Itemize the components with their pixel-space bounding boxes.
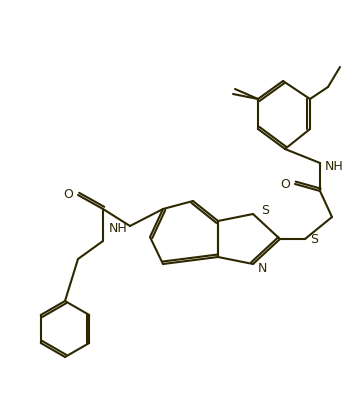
Text: N: N xyxy=(258,261,267,274)
Text: NH: NH xyxy=(108,222,127,235)
Text: S: S xyxy=(310,233,318,246)
Text: O: O xyxy=(280,178,290,191)
Text: S: S xyxy=(261,203,269,216)
Text: O: O xyxy=(63,187,73,200)
Text: NH: NH xyxy=(325,160,344,173)
